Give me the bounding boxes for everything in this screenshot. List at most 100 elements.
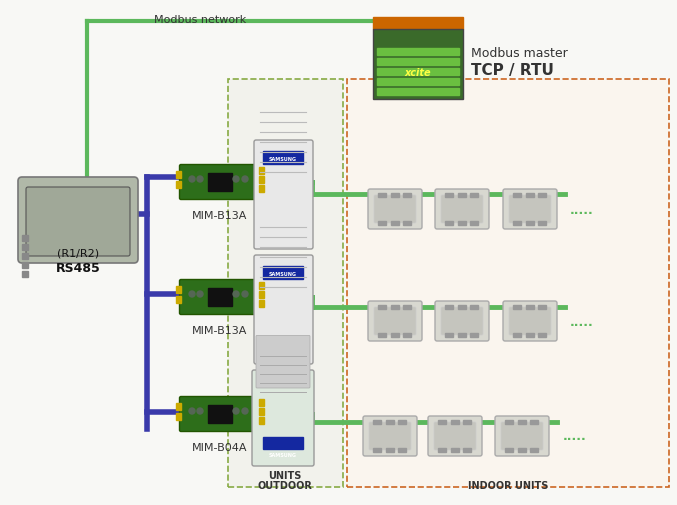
Bar xyxy=(463,448,471,452)
FancyBboxPatch shape xyxy=(18,178,138,264)
FancyBboxPatch shape xyxy=(495,416,549,456)
Bar xyxy=(451,420,459,424)
Bar xyxy=(373,18,463,30)
Bar xyxy=(398,420,406,424)
Bar xyxy=(378,193,386,197)
Circle shape xyxy=(242,177,248,183)
Bar xyxy=(22,272,28,277)
Bar xyxy=(398,448,406,452)
Text: MIM-B13A: MIM-B13A xyxy=(192,325,248,335)
Text: TCP / RTU: TCP / RTU xyxy=(471,63,554,77)
Bar xyxy=(386,420,394,424)
Bar xyxy=(176,413,181,420)
Bar xyxy=(373,448,381,452)
FancyBboxPatch shape xyxy=(441,308,483,335)
Bar xyxy=(438,420,446,424)
Bar xyxy=(176,296,181,304)
Text: Modbus master: Modbus master xyxy=(471,46,568,60)
FancyBboxPatch shape xyxy=(503,301,557,341)
Bar xyxy=(526,306,534,310)
Bar xyxy=(458,306,466,310)
Bar xyxy=(463,420,471,424)
FancyBboxPatch shape xyxy=(368,301,422,341)
Bar xyxy=(445,306,453,310)
FancyBboxPatch shape xyxy=(374,195,416,224)
FancyBboxPatch shape xyxy=(435,301,489,341)
Text: .....: ..... xyxy=(570,203,594,216)
Circle shape xyxy=(197,408,203,414)
Bar xyxy=(263,267,303,279)
FancyBboxPatch shape xyxy=(374,308,416,335)
Bar xyxy=(377,89,459,96)
FancyBboxPatch shape xyxy=(179,397,261,432)
Bar xyxy=(470,193,478,197)
Bar xyxy=(470,333,478,337)
FancyBboxPatch shape xyxy=(179,280,261,315)
Bar xyxy=(22,254,28,260)
Bar xyxy=(259,282,264,289)
Circle shape xyxy=(197,291,203,297)
Bar xyxy=(526,222,534,226)
FancyBboxPatch shape xyxy=(252,370,314,466)
Circle shape xyxy=(189,177,195,183)
Text: RS485: RS485 xyxy=(56,261,100,274)
Bar xyxy=(470,222,478,226)
Bar xyxy=(377,49,459,56)
Bar xyxy=(530,448,538,452)
Bar xyxy=(403,222,411,226)
Bar xyxy=(538,306,546,310)
Bar xyxy=(208,174,232,191)
Text: SAMSUNG: SAMSUNG xyxy=(269,156,297,161)
Bar xyxy=(445,193,453,197)
FancyBboxPatch shape xyxy=(363,416,417,456)
Bar xyxy=(403,193,411,197)
Bar xyxy=(176,182,181,189)
Bar xyxy=(391,306,399,310)
Bar xyxy=(259,300,264,308)
Bar xyxy=(259,168,264,175)
Bar xyxy=(403,306,411,310)
FancyBboxPatch shape xyxy=(228,80,343,487)
Circle shape xyxy=(242,408,248,414)
FancyBboxPatch shape xyxy=(434,422,476,450)
Bar xyxy=(378,333,386,337)
FancyBboxPatch shape xyxy=(26,188,130,257)
Bar xyxy=(391,333,399,337)
FancyBboxPatch shape xyxy=(509,195,551,224)
Bar xyxy=(377,69,459,76)
Bar xyxy=(208,288,232,307)
Bar xyxy=(451,448,459,452)
Circle shape xyxy=(189,291,195,297)
Bar xyxy=(373,420,381,424)
Bar xyxy=(259,186,264,192)
Bar xyxy=(378,222,386,226)
Bar xyxy=(22,263,28,269)
Bar xyxy=(391,193,399,197)
Bar xyxy=(526,333,534,337)
Text: UNITS: UNITS xyxy=(268,470,302,480)
Text: MIM-B04A: MIM-B04A xyxy=(192,442,248,452)
Bar xyxy=(530,420,538,424)
FancyBboxPatch shape xyxy=(254,141,313,249)
FancyBboxPatch shape xyxy=(347,80,669,487)
Text: OUTDOOR: OUTDOOR xyxy=(257,480,313,490)
Bar xyxy=(513,193,521,197)
FancyBboxPatch shape xyxy=(256,336,310,388)
Bar xyxy=(513,222,521,226)
Bar xyxy=(377,79,459,86)
FancyBboxPatch shape xyxy=(373,30,463,100)
Bar xyxy=(470,306,478,310)
FancyBboxPatch shape xyxy=(503,189,557,230)
Bar xyxy=(438,448,446,452)
Bar xyxy=(538,333,546,337)
Bar xyxy=(259,408,264,415)
Circle shape xyxy=(242,291,248,297)
Bar xyxy=(505,420,513,424)
Text: INDOOR UNITS: INDOOR UNITS xyxy=(468,480,548,490)
Bar xyxy=(22,235,28,241)
Bar xyxy=(263,437,303,449)
Bar xyxy=(445,222,453,226)
Bar xyxy=(377,59,459,66)
FancyBboxPatch shape xyxy=(368,189,422,230)
Text: MIM-B13A: MIM-B13A xyxy=(192,211,248,221)
